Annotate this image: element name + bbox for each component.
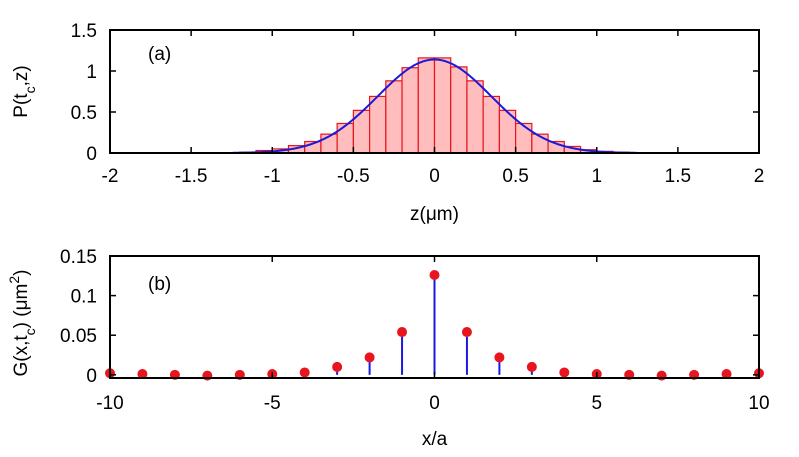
y-tick-label-a: 1.5 — [71, 21, 97, 42]
data-point — [559, 367, 570, 378]
x-tick-label-b: -10 — [96, 393, 123, 414]
histogram-bar — [336, 122, 354, 154]
panel-label-a: (a) — [148, 44, 171, 65]
x-tick-label-a: 0 — [429, 166, 440, 187]
histogram-bar — [450, 66, 468, 154]
y-ticks-b: 0 0.05 0.1 0.15 — [60, 247, 759, 387]
x-tick-label-a: 0.5 — [502, 166, 528, 187]
data-point — [364, 352, 375, 363]
y-axis-label-b: G(x,tc) (μm2) — [6, 269, 38, 376]
histogram-bar — [433, 57, 452, 154]
x-tick-label-a: 1 — [591, 166, 602, 187]
data-point — [429, 270, 440, 281]
histogram-bar — [369, 95, 387, 154]
y-axis-label-a: P(tc,z) — [11, 65, 38, 117]
data-point — [332, 361, 343, 372]
x-ticks-b: -10 -5 0 5 10 — [96, 256, 770, 414]
y-tick-label-b: 0.05 — [60, 326, 97, 347]
gaussian-fit-curve — [231, 58, 638, 154]
x-axis-label-b: x/a — [422, 429, 448, 450]
histogram-bar — [515, 122, 533, 154]
y-tick-label-a: 0 — [86, 144, 97, 165]
x-axis-label-a: z(μm) — [410, 204, 459, 225]
y-tick-label-b: 0.15 — [60, 247, 97, 268]
x-tick-label-a: 1.5 — [665, 166, 691, 187]
x-tick-label-a: -1 — [264, 166, 281, 187]
histogram-bar — [482, 95, 500, 154]
stems — [336, 278, 533, 375]
panel-b: -10 -5 0 5 10 0 0.05 0.1 0.15 (b) x/a G(x,tc) (… — [6, 247, 770, 450]
y-tick-label-a: 0.5 — [71, 103, 97, 124]
data-point — [721, 369, 732, 380]
data-point — [202, 370, 213, 381]
x-tick-label-a: -0.5 — [337, 166, 370, 187]
data-point — [461, 327, 472, 338]
x-tick-label-a: 2 — [754, 166, 765, 187]
data-point — [656, 370, 667, 381]
histogram-bar — [466, 80, 484, 154]
x-tick-label-a: -1.5 — [175, 166, 208, 187]
histogram-bar — [401, 67, 419, 154]
x-tick-label-b: 0 — [429, 393, 440, 414]
panel-label-b: (b) — [148, 274, 171, 295]
x-tick-label-b: 10 — [748, 393, 769, 414]
data-point — [397, 327, 408, 338]
y-ticks-a: 0 0.5 1 1.5 — [71, 21, 759, 165]
data-point — [526, 361, 537, 372]
histogram-bar — [417, 57, 436, 154]
histogram-bar — [385, 80, 403, 154]
panel-a: -2 -1.5 -1 -0.5 0 0.5 1 1.5 2 0 0.5 1 1.5 (a) z(μm)… — [11, 21, 764, 225]
data-point — [494, 352, 505, 363]
data-point — [137, 369, 148, 380]
data-point — [299, 367, 310, 378]
x-tick-label-b: -5 — [264, 393, 281, 414]
histogram-bars — [239, 57, 630, 154]
y-tick-label-b: 0 — [86, 366, 97, 387]
y-tick-label-a: 1 — [86, 62, 97, 83]
x-tick-label-a: -2 — [102, 166, 119, 187]
x-ticks-a: -2 -1.5 -1 -0.5 0 0.5 1 1.5 2 — [102, 30, 765, 187]
x-tick-label-b: 5 — [591, 393, 602, 414]
y-tick-label-b: 0.1 — [71, 287, 97, 308]
